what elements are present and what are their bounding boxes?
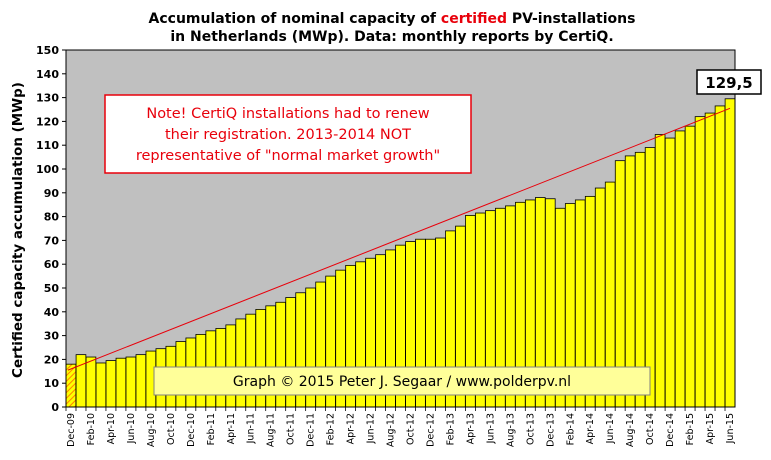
y-tick-label: 10 xyxy=(44,377,60,390)
x-tick-label: Feb-11 xyxy=(206,413,217,445)
last-value-callout xyxy=(696,69,762,95)
bar-66 xyxy=(724,98,736,408)
x-tick-label: Dec-12 xyxy=(425,413,436,447)
x-tick-label: Apr-11 xyxy=(226,413,237,444)
x-tick-label: Oct-10 xyxy=(166,413,177,445)
y-axis-label: Certified capacity accumulation (MWp) xyxy=(10,82,26,378)
y-tick-label: 150 xyxy=(36,44,59,57)
y-tick-label: 110 xyxy=(36,139,59,152)
bar-60 xyxy=(664,137,676,408)
x-tick-label: Jun-15 xyxy=(725,413,736,444)
x-tick-label: Aug-13 xyxy=(505,413,516,447)
bar-62 xyxy=(684,125,696,408)
x-tick-label: Aug-14 xyxy=(625,413,636,447)
note-line-1: Note! CertiQ installations had to renew xyxy=(146,106,429,122)
x-tick-label: Apr-14 xyxy=(585,413,596,444)
title-part-1: Accumulation of nominal capacity of xyxy=(149,11,441,27)
x-tick-label: Dec-11 xyxy=(306,413,317,447)
x-tick-label: Feb-14 xyxy=(565,413,576,445)
title-part-certified: certified xyxy=(441,11,507,27)
y-tick-label: 130 xyxy=(36,92,59,105)
x-tick-label: Jun-13 xyxy=(485,413,496,444)
credit-box xyxy=(153,366,651,396)
bar-0 xyxy=(65,363,77,408)
bar-4 xyxy=(105,360,117,408)
bars xyxy=(65,98,736,408)
y-axis: 0 10 20 30 40 50 60 70 80 90 100 110 120 130 140 150 xyxy=(36,44,66,414)
x-tick-label: Feb-12 xyxy=(326,413,337,445)
x-tick-label: Oct-13 xyxy=(525,413,536,445)
y-tick-label: 70 xyxy=(44,234,60,247)
bar-6 xyxy=(125,356,137,408)
credit-text: Graph © 2015 Peter J. Segaar / www.polde… xyxy=(233,374,571,390)
x-tick-label: Oct-14 xyxy=(645,413,656,445)
x-axis: Dec-09 Feb-10 Apr-10 Jun-10 Aug-10 Oct-10 Dec-… xyxy=(65,407,736,447)
x-tick-label: Oct-12 xyxy=(405,413,416,445)
x-tick-label: Jun-12 xyxy=(366,413,377,444)
chart-title-line2: in Netherlands (MWp). Data: monthly repo… xyxy=(170,29,613,45)
x-tick-label: Feb-10 xyxy=(86,413,97,445)
bar-2 xyxy=(85,356,97,408)
x-tick-label: Dec-09 xyxy=(66,413,77,447)
bar-1 xyxy=(75,354,87,408)
y-tick-label: 60 xyxy=(44,258,60,271)
x-tick-label: Feb-15 xyxy=(685,413,696,445)
bar-63 xyxy=(694,116,706,408)
x-tick-label: Aug-12 xyxy=(386,413,397,447)
y-tick-label: 100 xyxy=(36,163,59,176)
x-tick-label: Aug-11 xyxy=(266,413,277,447)
bar-5 xyxy=(115,357,127,408)
x-tick-label: Apr-13 xyxy=(465,413,476,444)
x-tick-label: Jun-14 xyxy=(605,413,616,444)
y-tick-label: 90 xyxy=(44,187,60,200)
y-tick-label: 20 xyxy=(44,353,60,366)
note-line-2: their registration. 2013-2014 NOT xyxy=(165,127,411,143)
x-tick-label: Feb-13 xyxy=(445,413,456,445)
y-tick-label: 30 xyxy=(44,330,60,343)
x-tick-label: Dec-13 xyxy=(545,413,556,447)
y-tick-label: 50 xyxy=(44,282,60,295)
last-value-label: 129,5 xyxy=(705,74,752,92)
x-tick-label: Jun-11 xyxy=(246,413,257,444)
bar-64 xyxy=(704,112,716,408)
x-tick-label: Aug-10 xyxy=(146,413,157,447)
title-part-3: PV-installations xyxy=(507,11,635,27)
x-tick-label: Oct-11 xyxy=(286,413,297,445)
y-tick-label: 80 xyxy=(44,211,60,224)
x-tick-label: Apr-12 xyxy=(346,413,357,444)
x-tick-label: Dec-14 xyxy=(665,413,676,447)
y-tick-label: 120 xyxy=(36,115,59,128)
x-tick-label: Dec-10 xyxy=(186,413,197,447)
bar-7 xyxy=(135,354,147,408)
y-tick-label: 140 xyxy=(36,68,59,81)
note-line-3: representative of "normal market growth" xyxy=(136,148,440,164)
x-tick-label: Apr-15 xyxy=(705,413,716,444)
x-tick-label: Jun-10 xyxy=(126,413,137,444)
bar-3 xyxy=(95,362,107,408)
bar-59 xyxy=(654,134,666,408)
y-tick-label: 0 xyxy=(51,401,59,414)
x-tick-label: Apr-10 xyxy=(106,413,117,444)
bar-61 xyxy=(674,130,686,408)
y-tick-label: 40 xyxy=(44,306,60,319)
bar-65 xyxy=(714,105,726,408)
note-box xyxy=(104,94,472,174)
plot-frame xyxy=(65,49,736,408)
trend-line xyxy=(67,107,731,371)
chart-title-line1: Accumulation of nominal capacity of cert… xyxy=(149,11,636,27)
